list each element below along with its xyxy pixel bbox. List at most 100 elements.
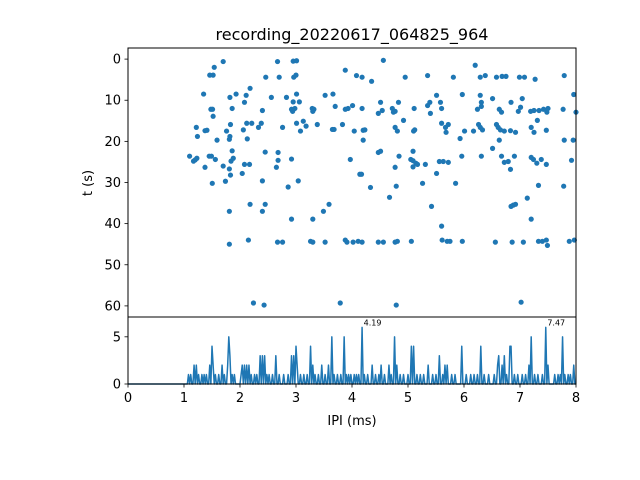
scatter-point — [457, 135, 463, 142]
scatter-point — [386, 194, 393, 200]
scatter-point — [543, 237, 549, 243]
scatter-point — [492, 239, 498, 245]
scatter-point — [353, 72, 360, 79]
scatter-point — [227, 94, 233, 100]
scatter-point — [295, 178, 301, 184]
scatter-point — [241, 99, 248, 105]
scatter-point — [314, 121, 320, 128]
scatter-point — [459, 153, 465, 159]
scatter-point — [259, 178, 265, 184]
scatter-point — [528, 124, 534, 130]
scatter-point — [351, 128, 357, 134]
scatter-point — [230, 155, 236, 161]
scatter-point — [279, 239, 286, 245]
scatter-point — [453, 180, 459, 186]
peak-annotation: 7.47 — [547, 318, 565, 327]
scatter-point — [411, 105, 417, 112]
scatter-point — [531, 107, 537, 114]
scatter-point — [532, 76, 538, 82]
scatter-point — [509, 239, 515, 245]
scatter-point — [518, 299, 524, 305]
scatter-point — [330, 91, 336, 97]
scatter-point — [379, 107, 385, 114]
scatter-point — [283, 94, 290, 100]
scatter-point — [245, 237, 251, 243]
scatter-point — [392, 108, 398, 114]
x-tick-label: 5 — [404, 391, 412, 406]
y-tick-label: 60 — [104, 299, 121, 314]
scatter-point — [293, 72, 299, 78]
scatter-point — [531, 129, 537, 135]
scatter-point — [427, 110, 433, 116]
scatter-point — [337, 300, 343, 306]
scatter-point — [520, 239, 526, 245]
scatter-point — [501, 128, 507, 134]
scatter-point — [276, 74, 282, 80]
x-tick-label: 1 — [180, 391, 188, 406]
scatter-point — [310, 108, 316, 114]
scatter-point — [439, 120, 445, 126]
scatter-point — [499, 73, 505, 79]
scatter-point — [477, 92, 483, 98]
scatter-point — [331, 126, 337, 133]
x-tick-label: 0 — [124, 391, 132, 406]
scatter-point — [347, 156, 353, 163]
scatter-point — [226, 166, 232, 172]
scatter-point — [360, 137, 366, 143]
x-tick-label: 2 — [236, 391, 244, 406]
y-tick-label: 50 — [104, 258, 121, 273]
scatter-point — [204, 127, 210, 133]
scatter-point — [240, 127, 246, 133]
scatter-point — [395, 99, 402, 105]
scatter-point — [489, 145, 496, 151]
scatter-point — [402, 74, 408, 80]
scatter-point — [412, 127, 418, 133]
scatter-point — [322, 92, 328, 98]
scatter-point — [561, 72, 567, 79]
scatter-point — [459, 91, 465, 98]
scatter-point — [516, 74, 523, 80]
scatter-point — [393, 302, 399, 308]
scatter-point — [241, 161, 248, 168]
scatter-point — [246, 161, 253, 168]
scatter-point — [273, 164, 279, 170]
scatter-point — [566, 238, 572, 244]
scatter-point — [290, 99, 296, 105]
scatter-point — [493, 74, 500, 80]
scatter-point — [393, 183, 399, 189]
scatter-point — [210, 72, 216, 78]
scatter-point — [293, 58, 300, 64]
scatter-point — [367, 184, 374, 191]
scatter-point — [543, 161, 549, 168]
scatter-point — [489, 95, 496, 102]
scatter-point — [511, 153, 517, 159]
scatter-point — [359, 239, 365, 245]
scatter-point — [349, 102, 356, 109]
scatter-point — [223, 128, 230, 134]
scatter-point — [450, 74, 456, 80]
x-tick-label: 7 — [516, 391, 524, 406]
scatter-point — [303, 123, 309, 129]
scatter-point — [478, 103, 484, 110]
scatter-point — [515, 108, 521, 114]
scatter-point — [410, 148, 416, 154]
y-tick-label: 0 — [113, 53, 121, 68]
scatter-point — [459, 238, 465, 244]
scatter-point — [220, 58, 226, 65]
scatter-point — [342, 67, 348, 73]
scatter-point — [285, 184, 291, 190]
histogram-axes-frame — [127, 316, 577, 385]
scatter-point — [259, 107, 265, 114]
scatter-point — [534, 117, 540, 123]
scatter-point — [470, 128, 477, 134]
scatter-point — [496, 137, 502, 143]
scatter-point — [262, 149, 268, 155]
scatter-point — [261, 302, 267, 308]
scatter-point — [419, 180, 426, 186]
scatter-point — [482, 72, 488, 79]
scatter-point — [447, 238, 453, 244]
scatter-point — [339, 121, 346, 128]
scatter-point — [187, 153, 193, 159]
scatter-point — [375, 239, 381, 245]
